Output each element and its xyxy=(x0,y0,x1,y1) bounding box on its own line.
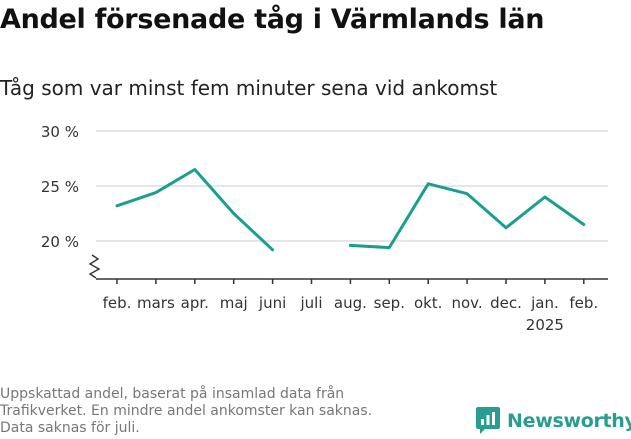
footnote-line: Uppskattad andel, baserat på insamlad da… xyxy=(0,386,345,402)
footnote: Uppskattad andel, baserat på insamlad da… xyxy=(0,386,430,437)
x-tick-label: jan. xyxy=(530,294,559,312)
x-tick-label: feb. xyxy=(569,294,598,312)
series-line xyxy=(115,168,275,252)
y-axis-ticks: 20 % 25 % 30 % xyxy=(41,123,79,251)
axis-break-symbol xyxy=(88,254,101,279)
newsworthy-logo-icon xyxy=(476,407,500,434)
x-tick-label: juli xyxy=(299,294,322,312)
y-tick-label: 20 % xyxy=(41,233,79,251)
series-lines xyxy=(115,168,586,252)
x-tick-label: apr. xyxy=(181,294,209,312)
footnote-line: Data saknas för juli. xyxy=(0,420,140,436)
x-tick-label: okt. xyxy=(414,294,443,312)
x-tick-label: maj xyxy=(220,294,248,312)
x-axis xyxy=(88,254,608,284)
x-tick-label: feb. xyxy=(103,294,132,312)
x-tick-label: nov. xyxy=(452,294,483,312)
footnote-line: Trafikverket. En mindre andel ankomster … xyxy=(0,403,373,419)
y-tick-label: 30 % xyxy=(41,123,79,141)
y-tick-label: 25 % xyxy=(41,178,79,196)
x-tick-label: mars xyxy=(137,294,175,312)
brand-name: Newsworthy xyxy=(507,409,631,432)
chart-subtitle: Tåg som var minst fem minuter sena vid a… xyxy=(0,76,498,100)
x-tick-label: sep. xyxy=(374,294,405,312)
newsworthy-logo: Newsworthy xyxy=(476,407,631,434)
x-tick-label: dec. xyxy=(490,294,522,312)
x-year-label: 2025 xyxy=(526,316,564,334)
x-tick-label: aug. xyxy=(334,294,367,312)
series-line xyxy=(348,182,586,250)
x-axis-labels: feb. mars apr. maj juni juli aug. sep. okt. nov. d… xyxy=(103,294,599,334)
chart-title: Andel försenade tåg i Värmlands län xyxy=(0,4,545,35)
x-tick-label: juni xyxy=(258,294,286,312)
line-chart: 20 % 25 % 30 % feb. mars apr. maj juni juli aug.… xyxy=(41,123,608,334)
grid-lines xyxy=(96,130,608,242)
